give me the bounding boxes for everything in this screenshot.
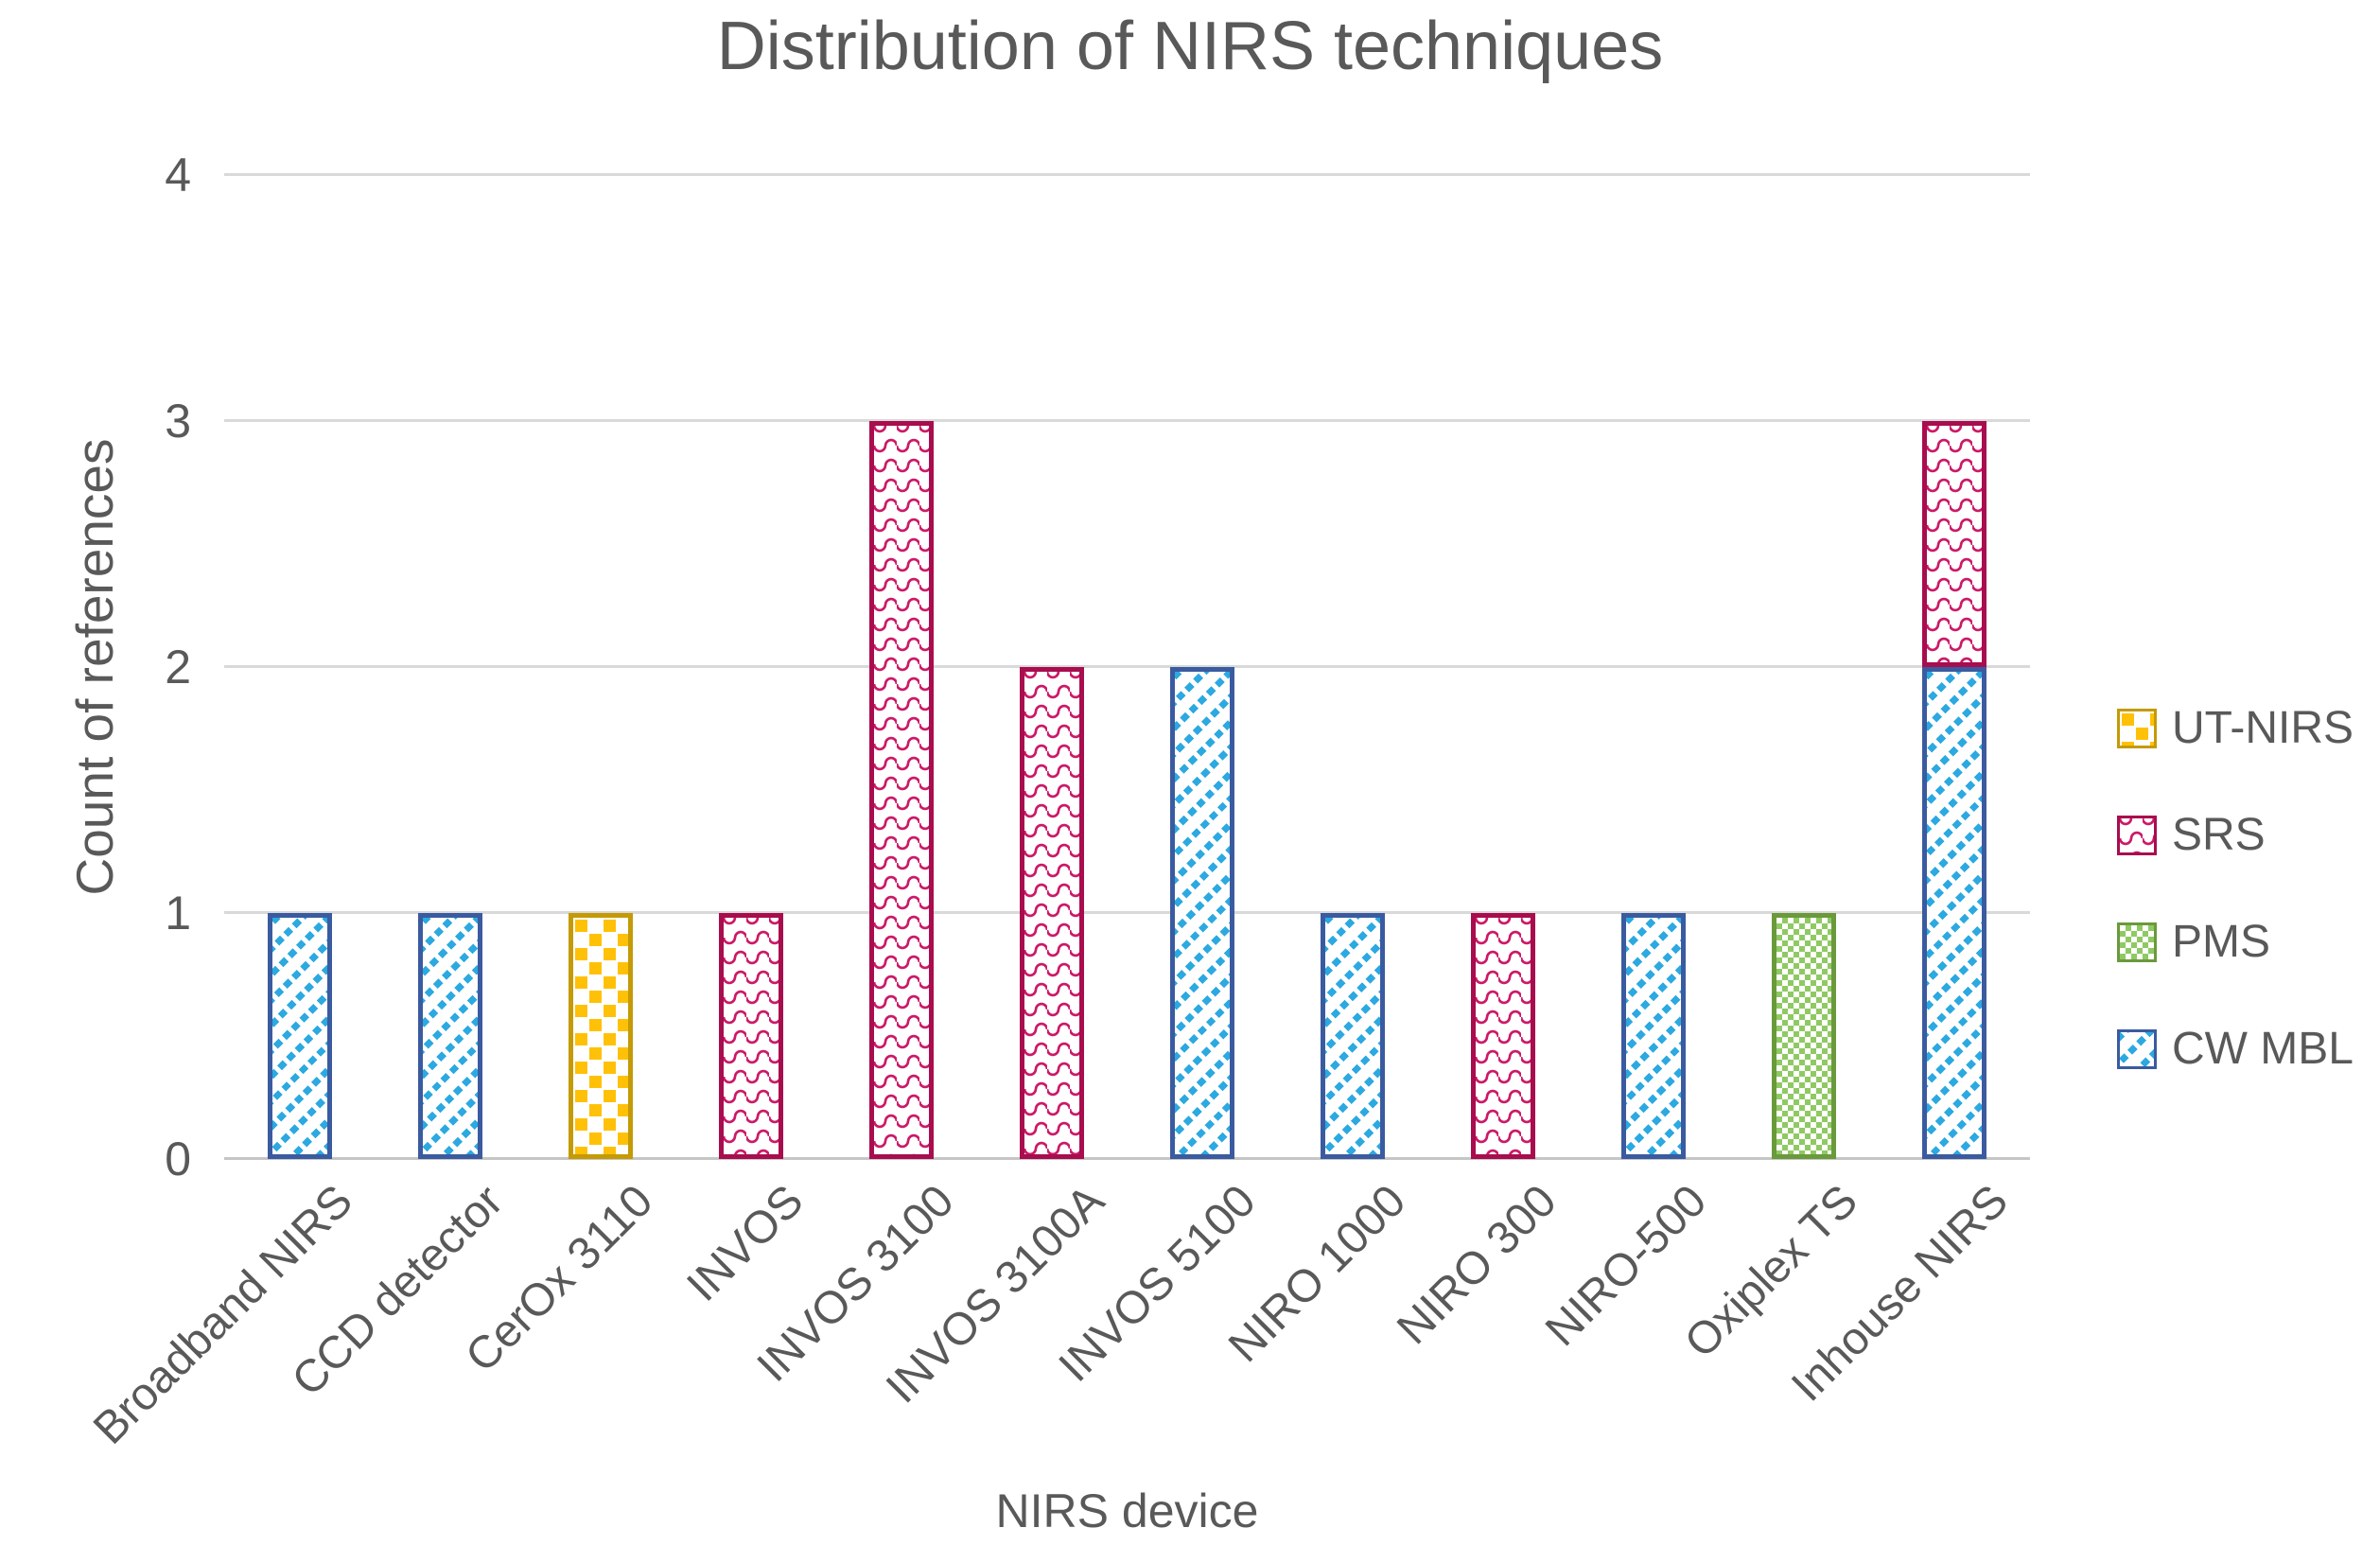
x-tick-label-INVOS: INVOS <box>677 1175 814 1311</box>
gridline-y1 <box>224 911 2030 914</box>
bar-slot-INVOS <box>675 175 826 1159</box>
y-tick-label-2: 2 <box>165 641 191 694</box>
gridline-y2 <box>224 665 2030 668</box>
legend-item-CW MBL: CW MBL <box>2117 1023 2354 1075</box>
bar-segment-NIRO 300-SRS <box>1471 913 1536 1159</box>
legend-label-SRS: SRS <box>2172 810 2266 860</box>
bar-slot-Broadband NIRS <box>224 175 375 1159</box>
bar-slot-NIRO 1000 <box>1278 175 1428 1159</box>
bar-segment-Broadband NIRS-CW MBL <box>267 913 332 1159</box>
legend-item-PMS: PMS <box>2117 916 2354 968</box>
x-tick-label-NIRO 300: NIRO 300 <box>1388 1175 1566 1355</box>
x-axis-line <box>224 1157 2030 1160</box>
bar-segment-CerOx 3110-UT-NIRS <box>568 913 633 1159</box>
bar-segment-NIRO 1000-CW MBL <box>1321 913 1386 1159</box>
bar-segment-INVOS 3100A-SRS <box>1019 667 1084 1159</box>
gridline-y3 <box>224 419 2030 422</box>
bar-slot-CCD detector <box>375 175 525 1159</box>
y-tick-label-4: 4 <box>165 149 191 202</box>
bar-segment-Inhouse NIRS-CW MBL <box>1922 667 1987 1159</box>
bar-slot-Inhouse NIRS <box>1880 175 2030 1159</box>
bar-slot-INVOS 3100 <box>826 175 976 1159</box>
bar-segment-INVOS-SRS <box>718 913 783 1159</box>
legend-swatch-icon-SRS <box>2117 815 2157 855</box>
bar-slot-NIRO-500 <box>1579 175 1729 1159</box>
bars-container <box>224 175 2030 1159</box>
legend: UT-NIRS SRS PMS CW MBL <box>2117 702 2354 1075</box>
legend-label-UT-NIRS: UT-NIRS <box>2172 703 2354 753</box>
legend-item-UT-NIRS: UT-NIRS <box>2117 702 2354 754</box>
bar-slot-INVOS 3100A <box>976 175 1127 1159</box>
bar-segment-INVOS 5100-CW MBL <box>1170 667 1234 1159</box>
bar-segment-Inhouse NIRS-SRS <box>1922 421 1987 667</box>
bar-segment-INVOS 3100-SRS <box>868 421 934 1159</box>
legend-swatch-icon-UT-NIRS <box>2117 708 2157 748</box>
y-tick-label-1: 1 <box>165 887 191 940</box>
bar-slot-Oxiplex TS <box>1729 175 1880 1159</box>
bar-slot-NIRO 300 <box>1428 175 1579 1159</box>
legend-label-CW MBL: CW MBL <box>2172 1024 2354 1074</box>
bar-segment-NIRO-500-CW MBL <box>1621 913 1687 1159</box>
legend-item-SRS: SRS <box>2117 809 2354 861</box>
y-tick-label-0: 0 <box>165 1133 191 1185</box>
y-tick-label-3: 3 <box>165 395 191 448</box>
x-axis-title: NIRS device <box>995 1484 1259 1537</box>
bar-segment-CCD detector-CW MBL <box>417 913 482 1159</box>
bar-segment-Oxiplex TS-PMS <box>1772 913 1837 1159</box>
legend-swatch-icon-CW MBL <box>2117 1028 2157 1069</box>
legend-swatch-icon-PMS <box>2117 922 2157 962</box>
chart-title: Distribution of NIRS techniques <box>716 9 1664 84</box>
gridline-y4 <box>224 173 2030 176</box>
bar-slot-CerOx 3110 <box>525 175 675 1159</box>
legend-label-PMS: PMS <box>2172 917 2271 967</box>
x-tick-label-Broadband NIRS: Broadband NIRS <box>83 1175 362 1454</box>
bar-slot-INVOS 5100 <box>1127 175 1277 1159</box>
plot-area <box>224 173 2030 1160</box>
